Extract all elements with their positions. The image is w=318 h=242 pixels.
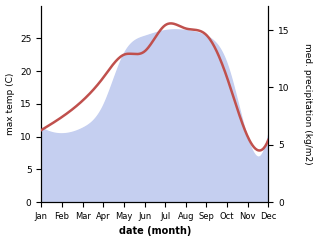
X-axis label: date (month): date (month) [119,227,191,236]
Y-axis label: med. precipitation (kg/m2): med. precipitation (kg/m2) [303,43,313,165]
Y-axis label: max temp (C): max temp (C) [5,73,15,135]
